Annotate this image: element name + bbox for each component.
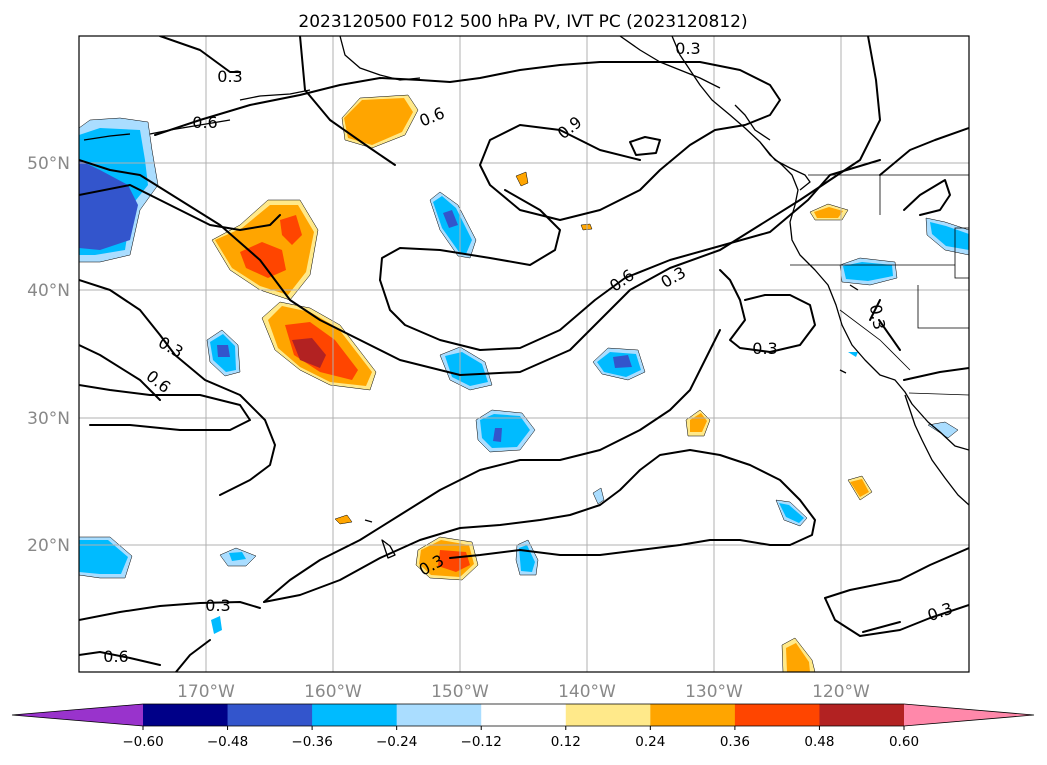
ivt-negative-region xyxy=(519,545,535,572)
contour-label: 0.3 xyxy=(205,596,230,615)
colorbar-tick-label: 0.60 xyxy=(889,734,919,750)
contour-label: 0.3 xyxy=(155,333,187,362)
ivt-positive-region xyxy=(344,98,413,145)
colorbar-extend-min xyxy=(12,704,143,726)
contour-label: 0.6 xyxy=(606,265,638,295)
ivt-positive-region xyxy=(814,207,843,218)
colorbar-tick-label: 0.24 xyxy=(635,734,665,750)
ivt-positive-region xyxy=(334,514,353,525)
ivt-negative-region xyxy=(79,540,128,574)
ivt-negative-region xyxy=(445,352,488,386)
latitude-tick-labels: 50°N 40°N 30°N 20°N xyxy=(27,154,70,556)
colorbar-segment xyxy=(481,704,567,726)
colorbar-segment xyxy=(312,704,398,726)
colorbar-segment xyxy=(227,704,313,726)
colorbar-tick-label: 0.36 xyxy=(720,734,750,750)
colorbar-tick-label: −0.48 xyxy=(207,734,248,750)
ivt-positive-region xyxy=(515,171,529,187)
graticule xyxy=(79,36,969,672)
colorbar-tick-label: −0.36 xyxy=(291,734,332,750)
contour-label: 0.6 xyxy=(143,366,175,397)
ivt-negative-region xyxy=(229,552,246,561)
colorbar-tick-label: −0.60 xyxy=(122,734,163,750)
colorbar-tick-label: 0.12 xyxy=(551,734,581,750)
ivt-positive-region xyxy=(786,643,810,672)
colorbar-segment xyxy=(565,704,651,726)
contour-label: 0.3 xyxy=(675,39,700,58)
ivt-negative-region xyxy=(930,222,969,250)
lon-tick-label: 130°W xyxy=(685,682,743,702)
lat-tick-label: 20°N xyxy=(27,536,70,556)
colorbar-tick-label: 0.48 xyxy=(804,734,834,750)
colorbar-segment xyxy=(143,704,229,726)
contour-label: 0.6 xyxy=(192,113,217,132)
ivt-negative-region xyxy=(443,210,458,228)
ivt-negative-region xyxy=(217,345,230,357)
colorbar-segment xyxy=(734,704,820,726)
lon-tick-label: 170°W xyxy=(177,682,235,702)
ivt-negative-region xyxy=(613,355,632,368)
ivt-negative-region xyxy=(592,487,605,505)
contour-label: 0.3 xyxy=(657,263,689,292)
longitude-tick-labels: 170°W 160°W 150°W 140°W 130°W 120°W xyxy=(177,682,870,702)
ivt-negative-region xyxy=(480,414,530,448)
ivt-positive-region xyxy=(280,215,302,245)
map-frame xyxy=(78,35,970,673)
ivt-fill-layer xyxy=(79,94,969,672)
ivt-negative-region xyxy=(211,616,222,634)
ivt-positive-region xyxy=(292,338,326,368)
ivt-positive-region xyxy=(850,479,869,497)
map-title: 2023120500 F012 500 hPa PV, IVT PC (2023… xyxy=(298,12,747,32)
contour-label: 0.3 xyxy=(925,599,955,626)
colorbar-segment xyxy=(396,704,482,726)
lon-tick-label: 140°W xyxy=(558,682,616,702)
lon-tick-label: 120°W xyxy=(812,682,870,702)
colorbar-extend-max xyxy=(904,704,1034,726)
lon-tick-label: 150°W xyxy=(431,682,489,702)
colorbar-tick-label: −0.24 xyxy=(376,734,417,750)
contour-label: 0.6 xyxy=(103,647,128,666)
contour-label: 0.9 xyxy=(554,112,586,143)
ivt-negative-region xyxy=(493,428,502,442)
lat-tick-label: 40°N xyxy=(27,281,70,301)
lat-tick-label: 50°N xyxy=(27,154,70,174)
contour-label: 0.3 xyxy=(217,67,242,86)
colorbar: −0.60 −0.48 −0.36 −0.24 −0.12 0.12 0.24 0.36 0.4… xyxy=(11,703,1035,750)
colorbar-segment xyxy=(650,704,736,726)
pv-contour-layer xyxy=(79,36,969,672)
coastline-layer xyxy=(83,36,969,559)
colorbar-tick-label: −0.12 xyxy=(461,734,502,750)
ivt-negative-region xyxy=(79,160,138,250)
contour-label: 0.3 xyxy=(866,303,889,331)
contour-label: 0.3 xyxy=(752,339,777,358)
ivt-negative-region xyxy=(848,352,858,357)
colorbar-segment xyxy=(819,704,905,726)
lat-tick-label: 30°N xyxy=(27,409,70,429)
lon-tick-label: 160°W xyxy=(304,682,362,702)
ivt-positive-region xyxy=(240,242,286,278)
ivt-positive-region xyxy=(438,550,470,572)
ivt-negative-region xyxy=(779,503,804,523)
ivt-negative-region xyxy=(843,262,893,281)
contour-label: 0.6 xyxy=(417,103,448,130)
